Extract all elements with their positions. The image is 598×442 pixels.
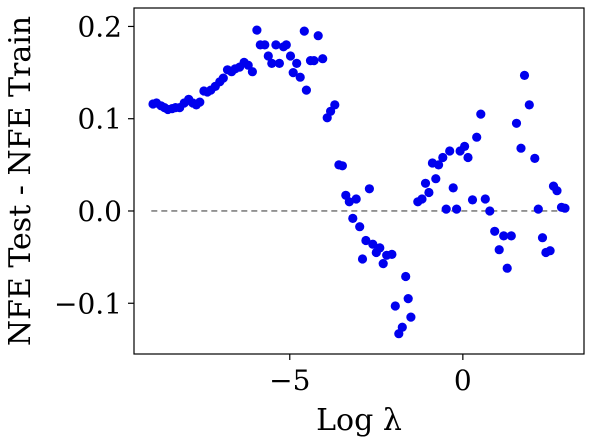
- data-point: [397, 322, 407, 332]
- data-point: [448, 183, 458, 193]
- data-point: [218, 73, 228, 83]
- data-point: [417, 194, 427, 204]
- data-point: [295, 72, 305, 82]
- data-point: [378, 259, 388, 269]
- data-point: [519, 70, 530, 80]
- data-point: [460, 141, 470, 151]
- data-point: [263, 51, 273, 61]
- data-point: [361, 235, 371, 246]
- data-point: [309, 56, 319, 66]
- data-point: [357, 254, 368, 264]
- data-point: [502, 263, 512, 273]
- data-point: [403, 294, 413, 304]
- data-point: [431, 174, 441, 184]
- data-point: [351, 194, 361, 204]
- data-point: [247, 67, 257, 77]
- data-point: [318, 54, 328, 64]
- data-point: [243, 60, 253, 70]
- data-point: [552, 186, 562, 196]
- data-point: [476, 109, 486, 119]
- data-point: [511, 118, 522, 128]
- data-point: [434, 160, 444, 170]
- data-point: [445, 146, 455, 156]
- data-point: [452, 204, 462, 214]
- data-point: [267, 58, 277, 68]
- data-point: [480, 194, 490, 204]
- data-point: [348, 213, 358, 223]
- data-point: [441, 204, 451, 214]
- data-point: [499, 231, 509, 241]
- data-point: [545, 246, 555, 256]
- data-point: [485, 206, 495, 216]
- data-point: [330, 100, 340, 110]
- data-point: [337, 161, 347, 171]
- data-point: [560, 203, 570, 213]
- data-point: [313, 31, 323, 41]
- y-tick-label: 0.0: [77, 195, 122, 228]
- data-point: [299, 26, 309, 36]
- data-point: [472, 132, 482, 142]
- data-point: [274, 58, 284, 68]
- data-point: [530, 153, 540, 163]
- data-point: [375, 243, 385, 253]
- data-point: [271, 40, 281, 50]
- x-axis-label: Log λ: [316, 403, 402, 438]
- data-point: [285, 51, 296, 61]
- data-point: [390, 301, 400, 311]
- data-point: [355, 222, 365, 232]
- data-point: [424, 187, 434, 198]
- data-point: [401, 271, 411, 282]
- plot-frame: [133, 7, 585, 355]
- data-point: [438, 152, 448, 163]
- data-point: [292, 58, 302, 68]
- data-point: [506, 231, 516, 241]
- data-point: [467, 195, 478, 205]
- y-tick-label: 0.1: [77, 103, 122, 136]
- data-point: [533, 204, 543, 214]
- y-tick-label: 0.2: [77, 10, 122, 43]
- data-point: [420, 178, 431, 188]
- data-point: [195, 97, 205, 107]
- data-point: [368, 239, 378, 249]
- x-tick-label: −5: [269, 364, 310, 397]
- ticks-layer: −5 0 −0.1 0.0 0.1 0.2: [54, 10, 472, 397]
- data-point: [364, 184, 374, 194]
- y-axis-label: NFE Test - NFE Train: [3, 16, 38, 346]
- data-point: [463, 152, 473, 163]
- data-point: [494, 245, 504, 255]
- data-point: [301, 85, 311, 95]
- data-point: [537, 233, 548, 243]
- data-point: [406, 312, 416, 322]
- x-tick-label: 0: [454, 364, 472, 397]
- data-point: [490, 226, 500, 236]
- data-point: [260, 40, 270, 50]
- data-point: [288, 68, 298, 78]
- data-point: [281, 40, 291, 50]
- data-point: [516, 143, 526, 153]
- data-point: [524, 100, 534, 110]
- y-tick-label: −0.1: [54, 287, 122, 320]
- data-points-layer: [148, 25, 570, 339]
- data-point: [344, 197, 354, 207]
- data-point: [252, 25, 262, 35]
- data-point: [387, 249, 397, 259]
